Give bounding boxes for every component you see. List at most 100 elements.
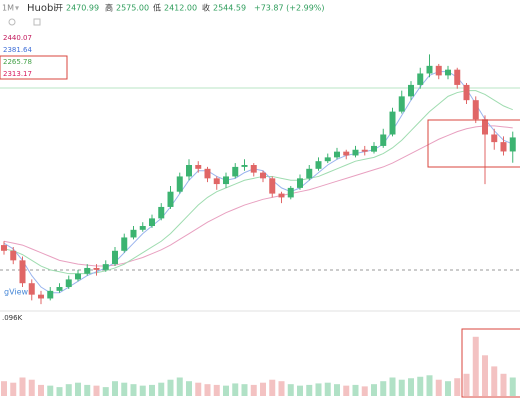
candle-body [306, 168, 313, 179]
candle-body [176, 176, 183, 192]
candle-body [371, 145, 377, 152]
highlight-box [0, 55, 68, 80]
volume-bar [435, 379, 442, 396]
volume-bar [149, 384, 155, 396]
volume-bar [269, 379, 276, 396]
volume-bar [47, 385, 54, 396]
volume-bar [352, 384, 359, 396]
header-close: 2544.59 [213, 4, 246, 13]
volume-bar [93, 385, 100, 396]
candle-body [343, 151, 350, 156]
candle-body [250, 165, 257, 173]
candle-body [28, 283, 35, 295]
volume-bar [315, 383, 322, 396]
candle-body [491, 134, 498, 143]
volume-bar [186, 381, 192, 396]
candle-body [130, 229, 137, 238]
candle-body [223, 176, 229, 185]
candle-body [1, 245, 7, 251]
ma-label: 2313.17 [3, 70, 32, 78]
candle-body [463, 84, 470, 101]
volume-bar [306, 384, 313, 396]
volume-bar [426, 375, 433, 396]
moving-average [3, 125, 513, 267]
candle-body [287, 187, 294, 198]
volume-bar [167, 379, 174, 396]
candle-body [334, 151, 340, 158]
candle-body [445, 69, 451, 76]
interval: 1M [2, 4, 14, 13]
header-icons [8, 18, 41, 26]
candle-body [84, 267, 91, 274]
header-low: 2412.00 [164, 4, 197, 13]
volume-bar [472, 336, 479, 396]
volume-bar [241, 384, 248, 396]
candle-body [10, 250, 17, 261]
volume-bar [500, 373, 507, 396]
candle-body [454, 69, 461, 85]
volume-bar [463, 373, 470, 396]
header-open-label: 开 [55, 4, 63, 13]
candle-body [324, 157, 331, 162]
volume-bar [38, 384, 44, 396]
candle-body [315, 161, 322, 169]
candle-body [186, 165, 192, 177]
volume-bar [509, 377, 516, 396]
candle-body [47, 290, 54, 299]
candle-body [241, 165, 248, 167]
candle-body [204, 168, 211, 179]
volume-bar [278, 381, 285, 396]
ma-label: 2265.78 [3, 58, 32, 66]
header-high-label: 高 [105, 3, 113, 13]
volume-bar [75, 382, 81, 396]
volume-bar [287, 384, 294, 396]
candle-body [167, 191, 174, 207]
candle-body [500, 142, 507, 152]
candle-body [65, 279, 72, 288]
ma-label: 2381.64 [3, 46, 32, 54]
volume-bar [232, 383, 239, 396]
candle-body [102, 264, 109, 270]
volume-bar [260, 382, 266, 396]
header-low-label: 低 [153, 3, 161, 13]
candle-body [417, 73, 424, 85]
volume-bar [158, 382, 165, 396]
volume-bar [10, 382, 17, 396]
candle-body [426, 65, 433, 74]
volume-bar [334, 384, 340, 396]
interval-arrow: ▾ [15, 4, 19, 13]
volume-bar [176, 377, 183, 396]
candle-body [232, 166, 239, 177]
volume-bar [19, 377, 26, 396]
candle-body [297, 178, 303, 188]
candle-body [121, 237, 128, 251]
candle-body [389, 111, 396, 135]
candle-body [472, 100, 479, 120]
candle-body [19, 260, 26, 284]
volume-bar [65, 384, 72, 396]
moving-average [3, 71, 513, 294]
volume-bar [139, 385, 146, 396]
volume-bar [112, 381, 118, 396]
candle-body [398, 96, 405, 112]
candle-body [149, 218, 155, 227]
candle-body [482, 119, 488, 135]
volume-bar [324, 382, 331, 396]
volume-bar [28, 379, 35, 396]
volume-bar [408, 378, 414, 396]
candle-body [112, 250, 118, 265]
volume-bar [195, 382, 202, 396]
volume-bar [389, 377, 396, 396]
candle-body [435, 65, 442, 76]
candle-body [158, 206, 165, 219]
moving-average [3, 90, 513, 275]
header-open: 2470.99 [66, 4, 99, 13]
candle-body [56, 287, 63, 291]
candle-body [278, 193, 285, 198]
candle-body [408, 84, 414, 97]
volume-bar [204, 384, 211, 396]
candle-body [260, 172, 266, 179]
ma-label: 2440.07 [3, 34, 32, 42]
volume-bar [454, 378, 461, 396]
